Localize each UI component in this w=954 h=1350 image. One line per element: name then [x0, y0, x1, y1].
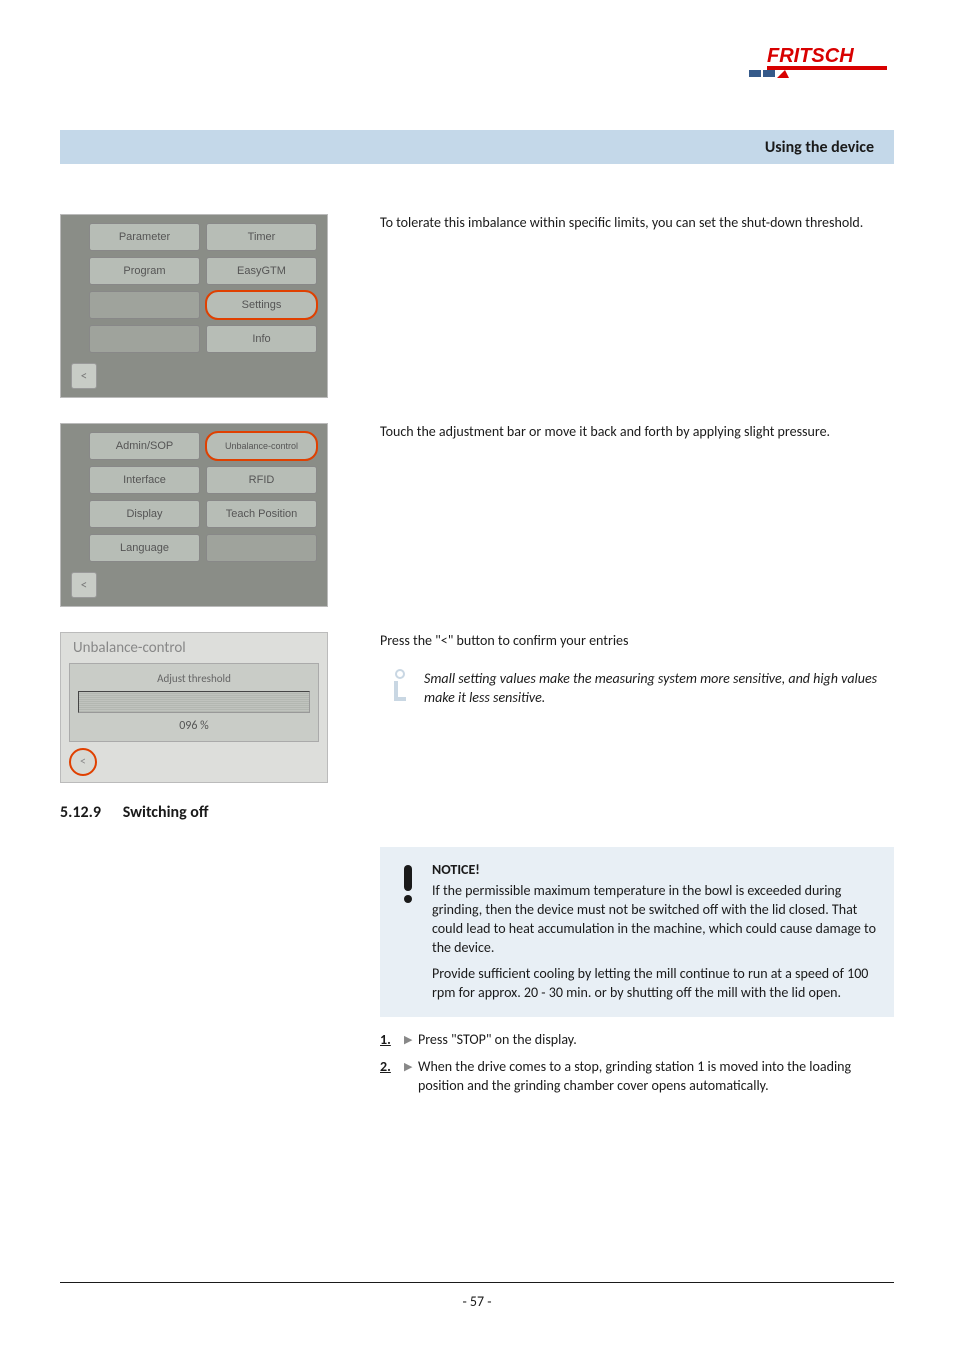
logo-text: FRITSCH [767, 45, 854, 67]
notice-p2: Provide sufficient cooling by letting th… [432, 965, 876, 1003]
page-number: - 57 - [462, 1293, 491, 1310]
step-arrow-icon: ▶ [404, 1058, 418, 1096]
step-text: When the drive comes to a stop, grinding… [418, 1058, 894, 1096]
menu-item-timer: Timer [206, 223, 317, 251]
section-banner: Using the device [60, 130, 894, 164]
page-footer: - 57 - [60, 1282, 894, 1310]
threshold-value: 096 % [78, 719, 310, 733]
menu-screenshot-1: Parameter Timer Program EasyGTM Settings… [60, 214, 328, 398]
notice-p1: If the permissible maximum temperature i… [432, 882, 876, 958]
step-text: Press "STOP" on the display. [418, 1031, 577, 1050]
exclamation-icon [394, 865, 422, 1003]
menu-item-info: Info [206, 325, 317, 353]
menu-item-teach: Teach Position [206, 500, 317, 528]
step-1: 1. ▶ Press "STOP" on the display. [380, 1031, 894, 1050]
control-screenshot: Unbalance-control Adjust threshold 096 %… [60, 632, 328, 783]
info-note: Small setting values make the measuring … [424, 669, 894, 708]
menu-item-program: Program [89, 257, 200, 285]
info-icon [384, 669, 416, 701]
menu-screenshot-2: Admin/SOP Unbalance-control Interface RF… [60, 423, 328, 607]
control-subtitle: Adjust threshold [78, 672, 310, 685]
menu-item-parameter: Parameter [89, 223, 200, 251]
back-button-icon: < [71, 572, 97, 598]
back-button-icon: < [71, 363, 97, 389]
section-number: 5.12.9 [60, 803, 101, 822]
menu-item-empty [89, 325, 200, 353]
menu-item-display: Display [89, 500, 200, 528]
step-arrow-icon: ▶ [404, 1031, 418, 1050]
step-2: 2. ▶ When the drive comes to a stop, gri… [380, 1058, 894, 1096]
menu-item-unbalance: Unbalance-control [206, 432, 317, 460]
menu-item-admin: Admin/SOP [89, 432, 200, 460]
section-title: Switching off [123, 803, 209, 822]
section-banner-label: Using the device [765, 138, 874, 157]
block1-text: To tolerate this imbalance within specif… [360, 214, 894, 233]
control-title: Unbalance-control [73, 639, 319, 657]
step-number: 1. [380, 1031, 404, 1050]
menu-item-empty [89, 291, 200, 319]
step-number: 2. [380, 1058, 404, 1096]
menu-item-rfid: RFID [206, 466, 317, 494]
brand-logo: FRITSCH [749, 40, 894, 94]
block2-text: Touch the adjustment bar or move it back… [360, 423, 894, 442]
threshold-slider [78, 691, 310, 713]
menu-item-interface: Interface [89, 466, 200, 494]
menu-item-language: Language [89, 534, 200, 562]
back-button-highlighted: < [69, 748, 97, 776]
block3-text: Press the "<" button to confirm your ent… [380, 632, 894, 651]
notice-head: NOTICE! [432, 861, 876, 880]
menu-item-settings: Settings [206, 291, 317, 319]
notice-box: NOTICE! If the permissible maximum tempe… [380, 847, 894, 1017]
menu-item-empty [206, 534, 317, 562]
section-heading: 5.12.9 Switching off [60, 803, 894, 822]
menu-item-easygtm: EasyGTM [206, 257, 317, 285]
